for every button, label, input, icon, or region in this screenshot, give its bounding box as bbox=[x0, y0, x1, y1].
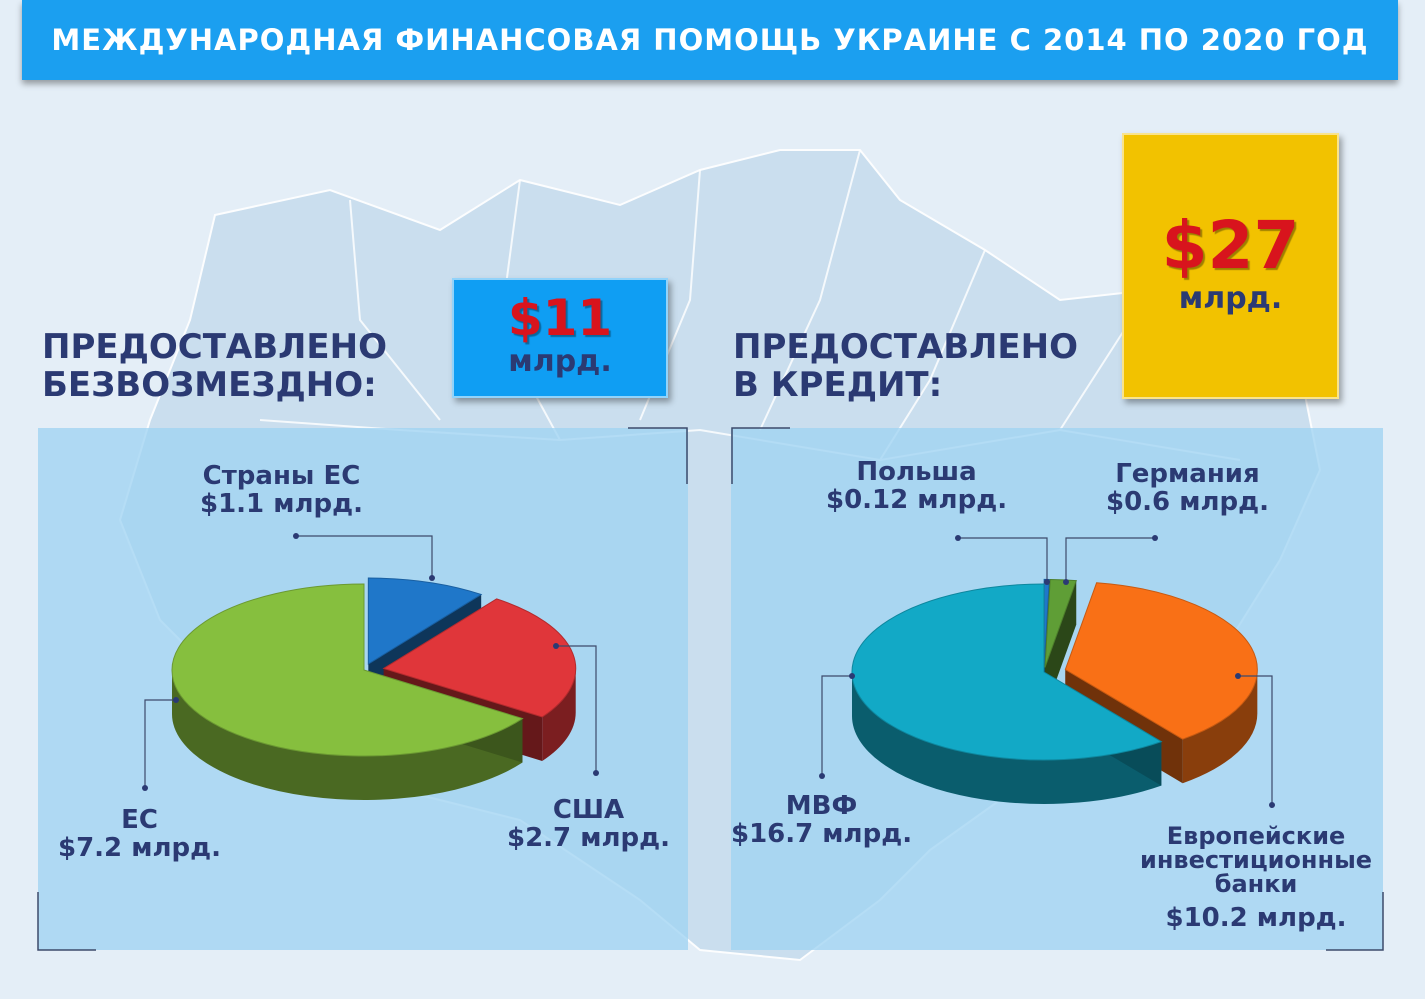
leader-poland-end-dot bbox=[1044, 579, 1050, 585]
label-eu-value: $7.2 млрд. bbox=[58, 833, 221, 863]
leader-eu-countries-line bbox=[296, 535, 433, 578]
grants-title-line2: БЕЗВОЗМЕЗДНО: bbox=[42, 365, 377, 405]
leader-eu-countries-dot bbox=[293, 533, 299, 539]
label-eib-value: $10.2 млрд. bbox=[1165, 903, 1347, 933]
leader-poland-line bbox=[958, 537, 1048, 582]
grants-total-box: $11 млрд. bbox=[452, 278, 668, 398]
label-eu-countries-value: $1.1 млрд. bbox=[200, 489, 363, 519]
grants-total-amount: $11 bbox=[507, 289, 613, 347]
grants-pie-slice-1 bbox=[382, 598, 577, 718]
label-germany-name: Германия bbox=[1115, 459, 1260, 489]
panel-corner-brackets bbox=[37, 427, 1384, 951]
leader-germany-line bbox=[1065, 537, 1155, 582]
leader-germany-end-dot bbox=[1063, 579, 1069, 585]
credits-total-unit: млрд. bbox=[1178, 281, 1283, 316]
grants-title-line1: ПРЕДОСТАВЛЕНО bbox=[42, 327, 387, 367]
leader-eu-line bbox=[144, 699, 176, 788]
label-usa: США $2.7 млрд. bbox=[507, 796, 670, 852]
label-usa-value: $2.7 млрд. bbox=[507, 823, 670, 853]
leader-eib-line bbox=[1238, 675, 1273, 805]
label-usa-name: США bbox=[552, 795, 625, 825]
corner-credits-top-left bbox=[731, 427, 790, 484]
label-eib-line1: Европейские bbox=[1166, 822, 1346, 850]
credits-section-title: ПРЕДОСТАВЛЕНО В КРЕДИТ: bbox=[733, 328, 1078, 404]
label-eu-name: ЕС bbox=[121, 805, 158, 835]
label-germany-value: $0.6 млрд. bbox=[1106, 487, 1269, 517]
corner-grants-bottom-left bbox=[37, 892, 96, 951]
credits-title-line2: В КРЕДИТ: bbox=[733, 365, 943, 405]
corner-credits-bottom-right bbox=[1326, 892, 1384, 951]
credits-pie-slice-1 bbox=[1044, 578, 1077, 668]
label-eu-countries-name: Страны ЕС bbox=[202, 461, 361, 491]
label-eu: ЕС $7.2 млрд. bbox=[58, 806, 221, 862]
grants-pie-slice-2 bbox=[171, 583, 524, 757]
label-poland-value: $0.12 млрд. bbox=[826, 485, 1008, 515]
leader-usa-line bbox=[556, 645, 597, 773]
leader-usa-dot bbox=[553, 643, 559, 649]
label-imf-name: МВФ bbox=[785, 791, 858, 821]
label-imf-value: $16.7 млрд. bbox=[731, 819, 913, 849]
label-germany: Германия $0.6 млрд. bbox=[1106, 460, 1269, 516]
leader-eu-end-dot bbox=[142, 785, 148, 791]
header-banner: МЕЖДУНАРОДНАЯ ФИНАНСОВАЯ ПОМОЩЬ УКРАИНЕ … bbox=[22, 0, 1398, 80]
label-poland: Польша $0.12 млрд. bbox=[826, 458, 1007, 514]
credits-total-box: $27 млрд. bbox=[1122, 133, 1339, 399]
label-poland-name: Польша bbox=[856, 457, 977, 487]
credits-total-amount: $27 bbox=[1161, 207, 1300, 284]
label-eib: Европейские инвестиционные банки $10.2 м… bbox=[1140, 822, 1373, 933]
grants-pie-side-2 bbox=[172, 670, 523, 801]
credits-pie-slice-3 bbox=[851, 583, 1163, 761]
grants-pie-chart bbox=[171, 577, 577, 801]
credits-pie-chart bbox=[851, 578, 1258, 805]
credits-title-line1: ПРЕДОСТАВЛЕНО bbox=[733, 327, 1078, 367]
label-eu-countries: Страны ЕС $1.1 млрд. bbox=[200, 462, 363, 518]
credits-pie-side-3 bbox=[852, 672, 1162, 805]
leader-eib-dot bbox=[1235, 673, 1241, 679]
leader-eu-dot bbox=[173, 697, 179, 703]
leader-usa-end-dot bbox=[593, 770, 599, 776]
grants-pie-slice-0 bbox=[367, 577, 483, 665]
leader-eib-end-dot bbox=[1269, 802, 1275, 808]
grants-total-unit: млрд. bbox=[508, 344, 612, 379]
label-eib-line2: инвестиционные bbox=[1140, 846, 1373, 874]
credits-pie-slice-2 bbox=[1064, 582, 1258, 740]
corner-grants-top-right bbox=[628, 427, 688, 484]
leader-lines bbox=[142, 533, 1275, 808]
page-title: МЕЖДУНАРОДНАЯ ФИНАНСОВАЯ ПОМОЩЬ УКРАИНЕ … bbox=[51, 23, 1369, 57]
leader-eu-countries-end-dot bbox=[429, 575, 435, 581]
credits-pie-side-2 bbox=[1182, 669, 1258, 784]
label-imf: МВФ $16.7 млрд. bbox=[731, 792, 912, 848]
leader-germany-dot bbox=[1152, 535, 1158, 541]
grants-pie-side-1 bbox=[542, 668, 576, 762]
leader-imf-line bbox=[821, 675, 852, 776]
label-eib-line3: банки bbox=[1214, 870, 1298, 898]
leader-imf-end-dot bbox=[819, 773, 825, 779]
leader-imf-dot bbox=[849, 673, 855, 679]
grants-section-title: ПРЕДОСТАВЛЕНО БЕЗВОЗМЕЗДНО: bbox=[42, 328, 387, 404]
leader-poland-dot bbox=[955, 535, 961, 541]
